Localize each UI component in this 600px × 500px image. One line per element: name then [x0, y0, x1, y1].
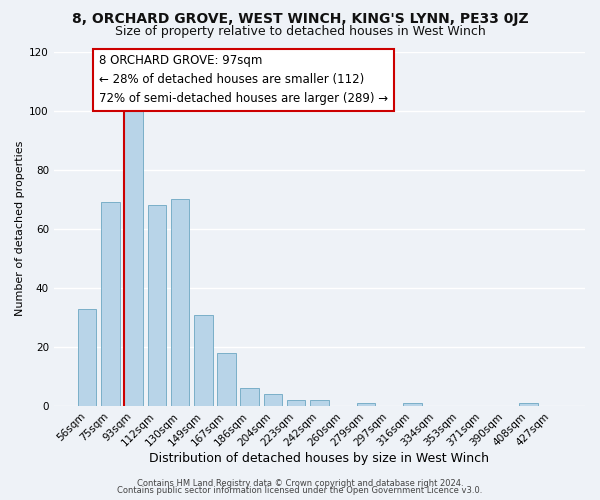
Bar — [101, 202, 120, 406]
Bar — [287, 400, 305, 406]
X-axis label: Distribution of detached houses by size in West Winch: Distribution of detached houses by size … — [149, 452, 490, 465]
Bar — [356, 403, 375, 406]
Text: Contains public sector information licensed under the Open Government Licence v3: Contains public sector information licen… — [118, 486, 482, 495]
Bar — [519, 403, 538, 406]
Bar — [403, 403, 422, 406]
Bar — [241, 388, 259, 406]
Bar — [310, 400, 329, 406]
Text: 8, ORCHARD GROVE, WEST WINCH, KING'S LYNN, PE33 0JZ: 8, ORCHARD GROVE, WEST WINCH, KING'S LYN… — [71, 12, 529, 26]
Text: Size of property relative to detached houses in West Winch: Size of property relative to detached ho… — [115, 25, 485, 38]
Bar — [171, 200, 190, 406]
Bar — [217, 353, 236, 406]
Bar — [263, 394, 282, 406]
Bar — [194, 314, 212, 406]
Bar — [148, 205, 166, 406]
Bar — [124, 110, 143, 406]
Bar — [78, 308, 97, 406]
Y-axis label: Number of detached properties: Number of detached properties — [15, 141, 25, 316]
Text: 8 ORCHARD GROVE: 97sqm
← 28% of detached houses are smaller (112)
72% of semi-de: 8 ORCHARD GROVE: 97sqm ← 28% of detached… — [99, 54, 388, 106]
Text: Contains HM Land Registry data © Crown copyright and database right 2024.: Contains HM Land Registry data © Crown c… — [137, 478, 463, 488]
